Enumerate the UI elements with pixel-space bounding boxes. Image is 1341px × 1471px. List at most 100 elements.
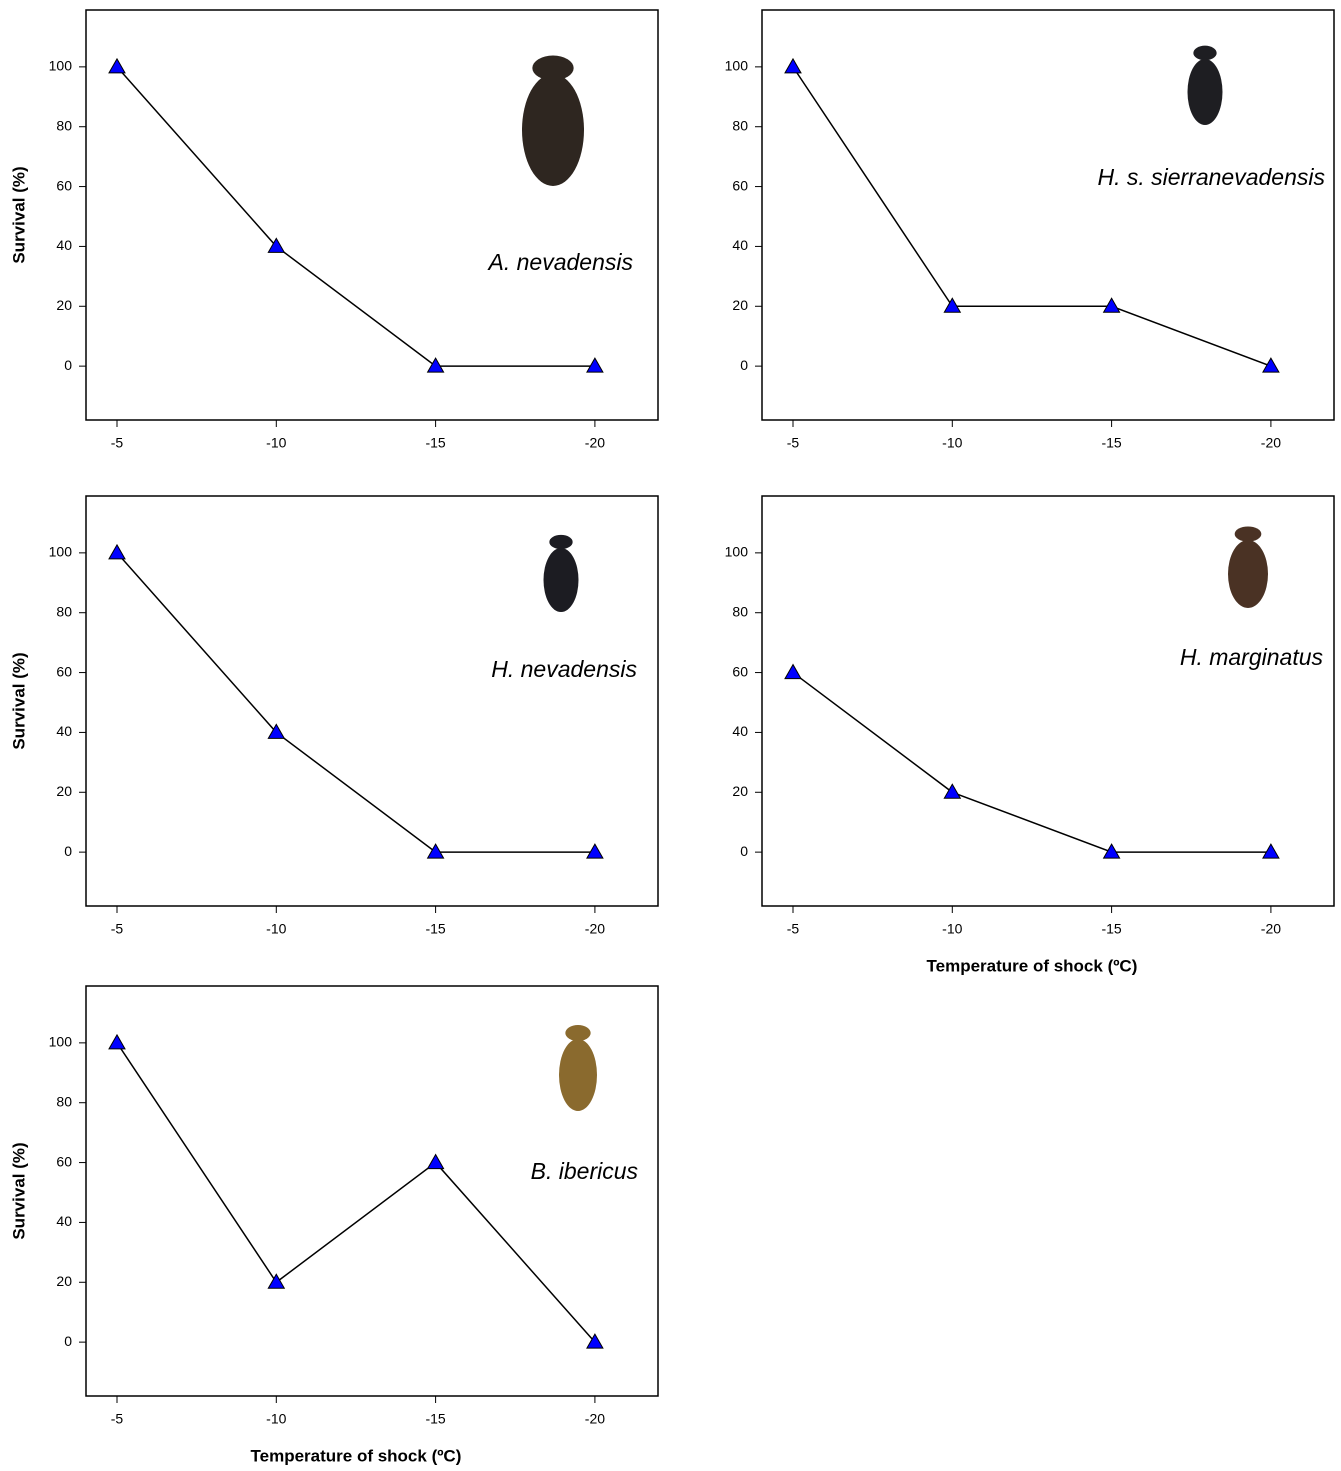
beetle-image: [543, 548, 579, 612]
x-tick-label: -5: [111, 921, 124, 937]
x-tick-label: -15: [425, 1411, 445, 1427]
y-tick-label: 60: [56, 1153, 72, 1169]
species-annotation: B. ibericus: [531, 1158, 639, 1184]
y-tick-label: 60: [732, 177, 748, 193]
data-point: [426, 1153, 445, 1170]
panel: 0 20 40 60 80 100 -5 -10 -15 -20 A. nevadensis Surv…: [9, 9, 659, 451]
y-tick-label: 20: [732, 783, 748, 799]
beetle-image: [549, 534, 573, 550]
x-tick-label: -5: [111, 1411, 124, 1427]
y-tick-label: 0: [740, 843, 748, 859]
data-point: [1262, 357, 1280, 373]
data-point: [784, 663, 802, 680]
y-tick-label: 40: [56, 1213, 72, 1229]
y-tick-label: 80: [56, 1093, 72, 1109]
species-annotation: H. marginatus: [1180, 644, 1324, 670]
panel: 0 20 40 60 80 100 -5 -10 -15 -20 H. nevadensis Surv…: [9, 495, 659, 937]
data-point: [1102, 297, 1121, 313]
y-tick-label: 80: [56, 603, 72, 619]
x-tick-label: -10: [942, 921, 962, 937]
y-tick-label: 20: [56, 783, 72, 799]
data-point: [426, 843, 445, 859]
y-tick-label: 40: [56, 723, 72, 739]
y-tick-label: 0: [740, 357, 748, 373]
data-line: [116, 66, 595, 367]
y-tick-label: 80: [732, 603, 748, 619]
panel: 0 20 40 60 80 100 -5 -10 -15 -20 H. s. sierranevad…: [725, 9, 1335, 451]
data-point: [108, 1033, 126, 1050]
beetle-image: [1234, 526, 1262, 542]
data-point: [586, 357, 604, 373]
data-point: [108, 543, 126, 560]
y-axis-label: Survival (%): [9, 1142, 28, 1239]
y-tick-label: 20: [56, 1273, 72, 1289]
data-line: [792, 66, 1272, 367]
data-line: [792, 671, 1271, 853]
x-axis-label: Temperature of shock (ºC): [251, 1446, 462, 1465]
species-annotation: H. nevadensis: [491, 656, 637, 682]
y-tick-label: 80: [732, 117, 748, 133]
y-tick-label: 20: [732, 297, 748, 313]
plot-frame: [85, 495, 659, 907]
x-tick-label: -10: [266, 435, 286, 451]
y-tick-label: 40: [56, 237, 72, 253]
beetle-image: [522, 74, 584, 186]
data-point: [267, 1273, 286, 1289]
x-tick-label: -10: [266, 1411, 286, 1427]
plot-frame: [761, 9, 1335, 421]
x-tick-label: -5: [787, 435, 800, 451]
data-point: [586, 843, 604, 859]
y-tick-label: 0: [64, 1333, 72, 1349]
species-annotation: H. s. sierranevadensis: [1097, 164, 1325, 190]
y-tick-label: 100: [49, 544, 73, 560]
x-tick-label: -20: [585, 921, 605, 937]
beetle-image: [1228, 540, 1268, 608]
data-point: [267, 723, 286, 739]
y-axis-label: Survival (%): [9, 166, 28, 263]
y-tick-label: 20: [56, 297, 72, 313]
x-tick-label: -10: [942, 435, 962, 451]
x-tick-label: -15: [1101, 921, 1121, 937]
x-tick-label: -15: [425, 921, 445, 937]
data-point: [426, 357, 445, 373]
panel: 0 20 40 60 80 100 -5 -10 -15 -20 H. marginatus Temp…: [725, 495, 1335, 975]
beetle-image: [565, 1025, 591, 1041]
y-tick-label: 0: [64, 357, 72, 373]
y-tick-label: 0: [64, 843, 72, 859]
y-tick-label: 100: [725, 58, 749, 74]
beetle-image: [559, 1039, 597, 1111]
plot-frame: [85, 985, 659, 1397]
x-tick-label: -20: [1261, 921, 1281, 937]
data-point: [1102, 843, 1121, 859]
data-line: [116, 1042, 596, 1343]
x-tick-label: -20: [585, 435, 605, 451]
data-line: [116, 552, 595, 853]
x-tick-label: -10: [266, 921, 286, 937]
y-tick-label: 60: [732, 663, 748, 679]
y-axis-label: Survival (%): [9, 652, 28, 749]
data-point: [108, 57, 126, 74]
beetle-image: [532, 55, 574, 81]
data-point: [1262, 843, 1280, 859]
y-tick-label: 40: [732, 723, 748, 739]
x-tick-label: -20: [585, 1411, 605, 1427]
species-annotation: A. nevadensis: [487, 249, 634, 275]
panel: 0 20 40 60 80 100 -5 -10 -15 -20 B. ibericus Surviv…: [9, 985, 659, 1465]
beetle-image: [1193, 45, 1217, 61]
data-point: [267, 237, 286, 253]
data-point: [586, 1333, 604, 1349]
x-axis-label: Temperature of shock (ºC): [927, 956, 1138, 975]
plot-frame: [85, 9, 659, 421]
y-tick-label: 40: [732, 237, 748, 253]
x-tick-label: -15: [425, 435, 445, 451]
y-tick-label: 100: [49, 58, 73, 74]
x-tick-label: -20: [1261, 435, 1281, 451]
x-tick-label: -5: [787, 921, 800, 937]
data-point: [943, 297, 962, 313]
y-tick-label: 80: [56, 117, 72, 133]
y-tick-label: 60: [56, 177, 72, 193]
y-tick-label: 100: [725, 544, 749, 560]
x-tick-label: -15: [1101, 435, 1121, 451]
y-tick-label: 100: [49, 1034, 73, 1050]
